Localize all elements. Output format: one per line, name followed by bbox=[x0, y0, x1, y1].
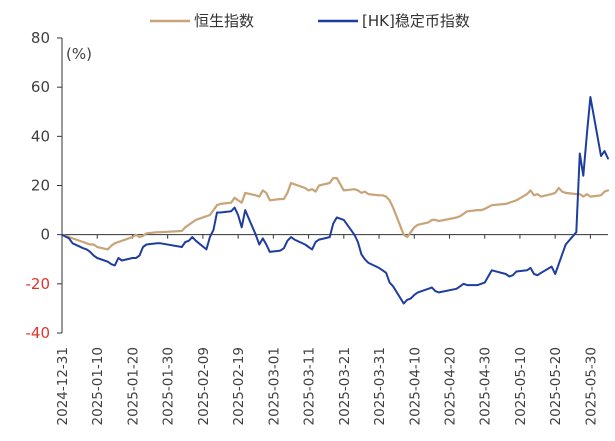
x-tick-label: 2025-01-20 bbox=[125, 347, 141, 425]
x-tick-label: 2025-05-10 bbox=[513, 347, 529, 425]
legend-label-hang-seng: 恒生指数 bbox=[194, 12, 254, 30]
x-axis-ticks: 2024-12-31 2025-01-10 2025-01-20 2025-01-30… bbox=[55, 234, 599, 425]
x-tick-label: 2025-01-30 bbox=[161, 347, 177, 425]
series-lines bbox=[60, 96, 610, 305]
x-tick-label: 2025-04-30 bbox=[478, 347, 494, 425]
x-tick-label: 2025-01-10 bbox=[90, 347, 106, 425]
y-tick-label: 0 bbox=[40, 226, 50, 244]
x-tick-label: 2025-04-20 bbox=[442, 347, 458, 425]
y-axis-unit-label: (%) bbox=[66, 45, 92, 63]
x-tick-label: 2025-05-20 bbox=[548, 347, 564, 425]
y-tick-label: -20 bbox=[26, 275, 51, 293]
y-tick-label: 40 bbox=[31, 127, 50, 145]
y-tick-label: 60 bbox=[31, 78, 50, 96]
x-tick-label: 2025-03-11 bbox=[302, 347, 318, 425]
series-line-hang-seng bbox=[60, 177, 610, 251]
x-tick-label: 2025-04-10 bbox=[407, 347, 423, 425]
x-tick-label: 2025-05-30 bbox=[583, 347, 599, 425]
x-tick-label: 2025-03-21 bbox=[337, 347, 353, 425]
x-tick-label: 2025-02-09 bbox=[196, 347, 212, 425]
y-tick-label: 80 bbox=[31, 29, 50, 47]
y-axis-ticks: -40 -20 0 20 40 60 80 bbox=[26, 29, 62, 342]
axes bbox=[61, 38, 608, 333]
x-tick-label: 2025-02-19 bbox=[231, 347, 247, 425]
legend-label-hk-stablecoin: [HK]稳定币指数 bbox=[362, 12, 470, 30]
legend: 恒生指数 [HK]稳定币指数 bbox=[150, 12, 470, 30]
x-tick-label: 2024-12-31 bbox=[55, 347, 71, 425]
y-tick-label: -40 bbox=[26, 324, 51, 342]
y-tick-label: 20 bbox=[31, 177, 50, 195]
series-line-hk-stablecoin bbox=[61, 96, 609, 305]
x-tick-label: 2025-03-01 bbox=[266, 347, 282, 425]
x-tick-label: 2025-03-31 bbox=[372, 347, 388, 425]
